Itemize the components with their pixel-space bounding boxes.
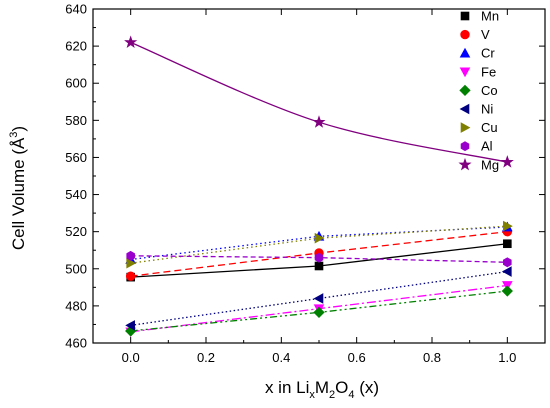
y-tick-label: 620 — [65, 39, 87, 54]
legend-marker-mn — [460, 11, 470, 21]
x-axis-label-mid: M — [315, 378, 329, 397]
x-axis-label-sub-x: x — [309, 389, 315, 401]
y-tick-label: 500 — [65, 261, 87, 276]
data-point-ni — [501, 266, 512, 277]
data-point-mn — [503, 239, 512, 249]
x-axis: 0.0 0.2 0.4 0.6 0.8 1.0 — [92, 9, 546, 365]
y-tick-label: 540 — [65, 187, 87, 202]
data-point-co — [501, 285, 513, 297]
y-axis-label: Cell Volume (Å3) — [8, 126, 28, 250]
x-tick-label: 0.0 — [122, 350, 140, 365]
x-tick-label: 0.4 — [272, 350, 290, 365]
y-axis-label-sup: 3 — [8, 132, 20, 138]
legend-label-co: Co — [481, 83, 498, 98]
legend-label-mg: Mg — [481, 157, 499, 172]
legend-marker-cr — [459, 47, 471, 58]
series-lines — [130, 41, 508, 333]
legend-marker-cu — [460, 122, 471, 133]
data-point-ni — [125, 320, 135, 331]
legend-label-mn: Mn — [481, 9, 499, 24]
x-tick-label: 0.6 — [348, 350, 366, 365]
legend-label-v: V — [481, 27, 490, 42]
y-axis-label-part: Cell Volume (Å — [9, 137, 28, 250]
legend-marker-co — [459, 84, 471, 97]
data-point-co — [313, 306, 325, 319]
y-tick-label: 460 — [65, 336, 87, 351]
data-point-mg — [124, 35, 138, 48]
legend-marker-ni — [459, 103, 470, 115]
y-tick-label: 640 — [65, 2, 87, 17]
x-axis-label-sub-4: 4 — [348, 389, 354, 401]
legend-marker-al — [460, 141, 470, 152]
data-point-mg — [312, 115, 326, 128]
x-axis-label: x in LixM2O4 (x) — [265, 378, 379, 401]
y-tick-label: 600 — [65, 76, 87, 91]
series-line-ni — [130, 270, 508, 327]
legend-marker-v — [460, 29, 470, 40]
data-point-al — [126, 250, 135, 261]
legend-label-cu: Cu — [481, 120, 498, 135]
data-point-mg — [500, 155, 514, 168]
legend-label-al: Al — [481, 139, 493, 154]
x-tick-label: 0.2 — [197, 350, 215, 365]
legend: Mn V Cr Fe Co Ni Cu Al Mg — [458, 9, 499, 172]
legend-label-fe: Fe — [481, 64, 496, 79]
legend-marker-fe — [459, 67, 471, 78]
y-tick-label: 520 — [65, 224, 87, 239]
x-axis-label-tail: (x) — [355, 378, 380, 397]
x-tick-label: 0.8 — [423, 350, 441, 365]
x-axis-label-mid2: O — [335, 378, 348, 397]
series-line-mg — [130, 41, 508, 163]
y-axis-label-tail: ) — [9, 126, 28, 132]
legend-marker-mg — [458, 157, 472, 171]
data-point-al — [314, 252, 324, 263]
y-axis: 460 480 500 520 540 560 580 600 620 640 — [65, 2, 545, 351]
data-point-cu — [503, 220, 513, 232]
data-point-v — [125, 271, 136, 281]
series-line-co — [130, 290, 508, 332]
data-point-cu — [126, 257, 137, 269]
series-markers — [124, 35, 514, 338]
y-tick-label: 580 — [65, 113, 87, 128]
legend-label-cr: Cr — [481, 46, 495, 61]
data-point-al — [503, 257, 512, 268]
plot-frame — [92, 8, 546, 344]
data-point-cu — [314, 232, 325, 244]
y-tick-label: 560 — [65, 150, 87, 165]
x-axis-label-part: x in Li — [265, 378, 309, 397]
x-tick-label: 1.0 — [498, 350, 516, 365]
y-tick-label: 480 — [65, 298, 87, 313]
data-point-ni — [313, 293, 324, 304]
data-point-mn — [314, 261, 324, 271]
x-axis-label-sub-2: 2 — [329, 389, 335, 401]
legend-label-ni: Ni — [481, 102, 493, 117]
